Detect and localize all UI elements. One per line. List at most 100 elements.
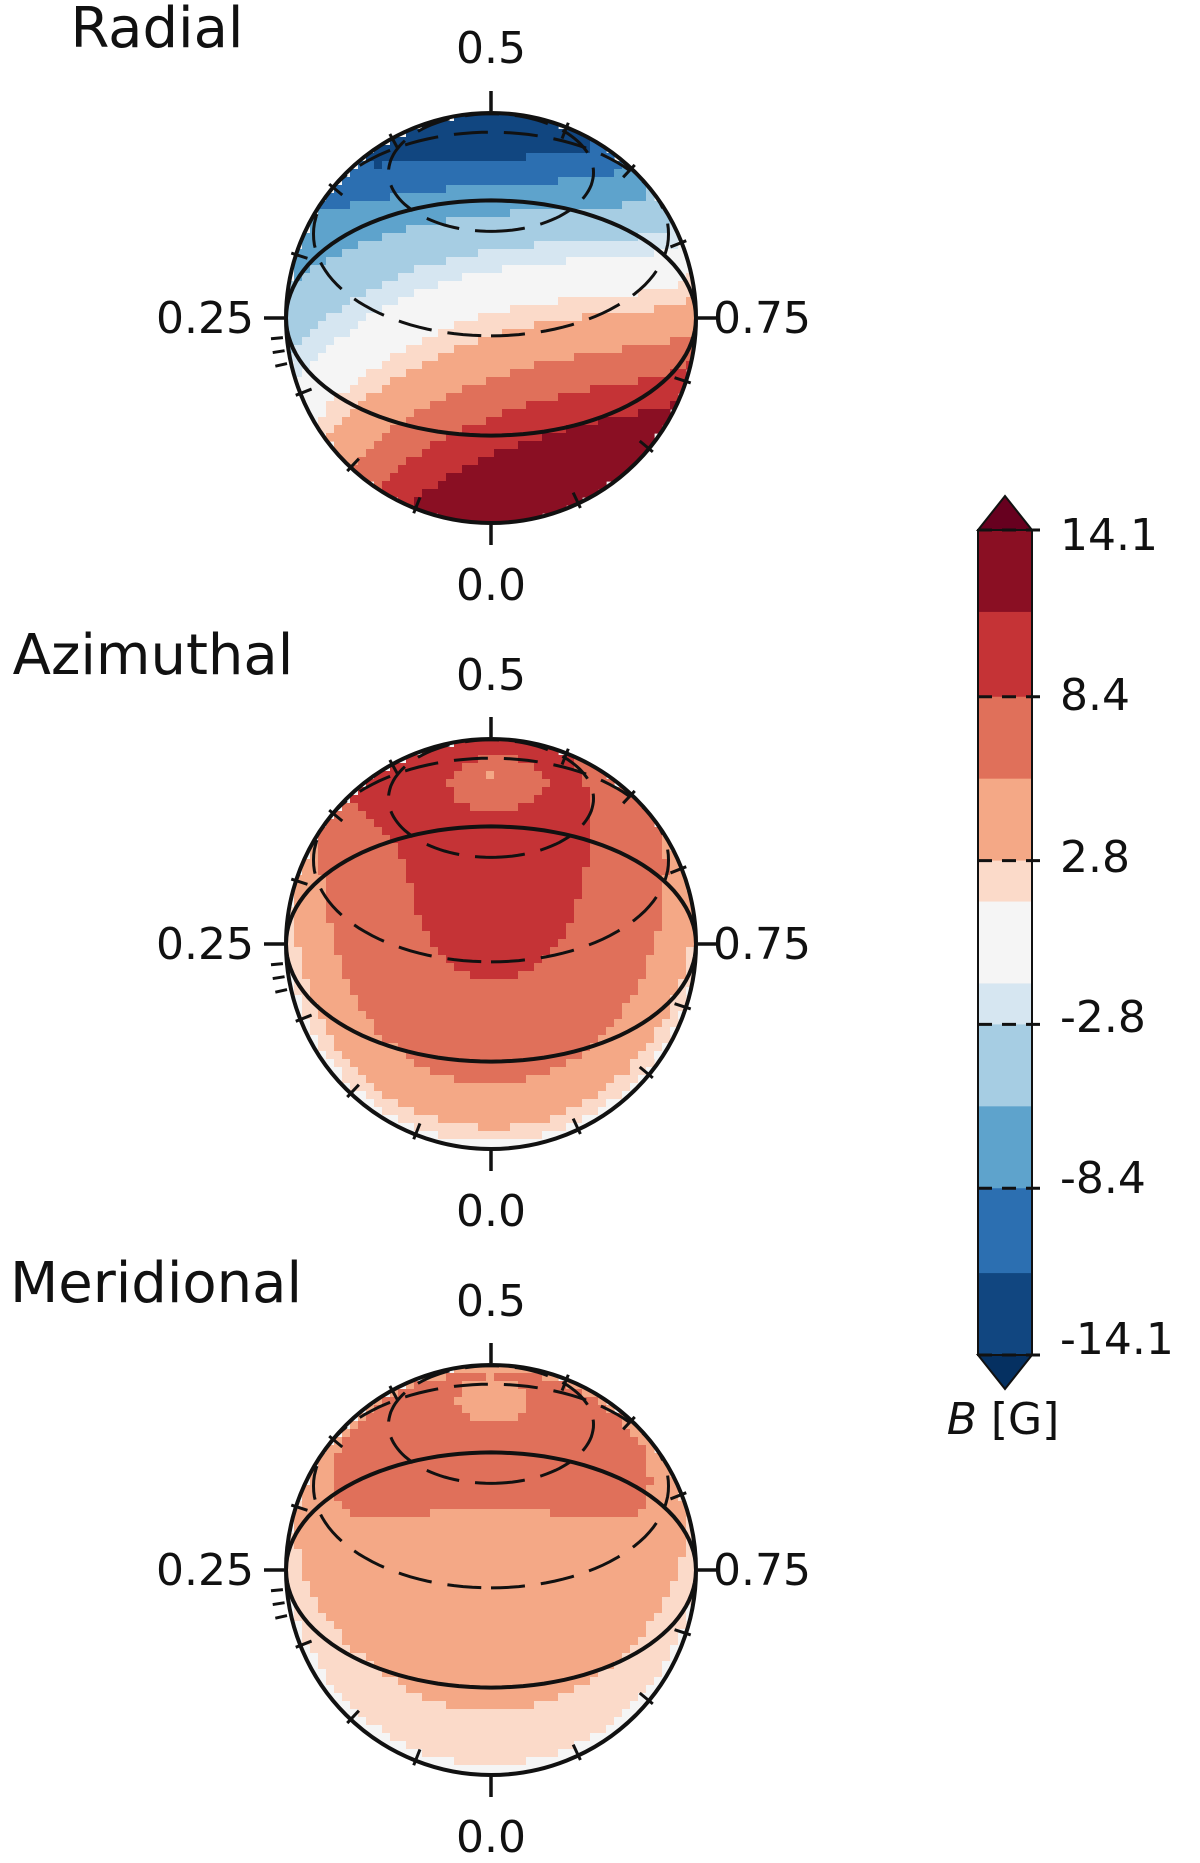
field-cell	[502, 1397, 511, 1406]
field-cell	[470, 835, 479, 844]
field-cell	[470, 787, 479, 796]
field-cell	[406, 1091, 415, 1100]
field-cell	[478, 1405, 487, 1414]
field-cell	[294, 329, 303, 338]
field-cell	[638, 1493, 647, 1502]
field-cell	[582, 1027, 591, 1036]
field-cell	[478, 875, 487, 884]
field-cell	[462, 233, 471, 242]
field-cell	[526, 1107, 535, 1116]
field-cell	[422, 1397, 431, 1406]
field-cell	[542, 979, 551, 988]
field-cell	[558, 313, 567, 322]
field-cell	[614, 1059, 623, 1068]
field-cell	[574, 313, 583, 322]
field-cell	[566, 1477, 575, 1486]
field-cell	[430, 1461, 439, 1470]
field-cell	[494, 513, 503, 522]
field-cell	[502, 1011, 511, 1020]
field-cell	[542, 763, 551, 772]
field-cell	[598, 185, 607, 194]
field-cell	[382, 465, 391, 474]
field-cell	[518, 859, 527, 868]
field-cell	[494, 489, 503, 498]
field-cell	[606, 1485, 615, 1494]
field-cell	[646, 201, 655, 210]
field-cell	[630, 433, 639, 442]
field-cell	[526, 233, 535, 242]
field-cell	[374, 867, 383, 876]
field-cell	[606, 441, 615, 450]
field-cell	[478, 787, 487, 796]
field-cell	[486, 169, 495, 178]
field-cell	[374, 185, 383, 194]
field-cell	[598, 169, 607, 178]
field-cell	[430, 875, 439, 884]
field-cell	[342, 931, 351, 940]
field-cell	[550, 129, 559, 138]
field-cell	[526, 481, 535, 490]
field-cell	[550, 859, 559, 868]
field-cell	[326, 915, 335, 924]
field-cell	[446, 1115, 455, 1124]
field-cell	[358, 883, 367, 892]
field-cell	[566, 1493, 575, 1502]
field-cell	[390, 1509, 399, 1518]
field-cell	[326, 289, 335, 298]
field-cell	[422, 1485, 431, 1494]
field-cell	[342, 1051, 351, 1060]
field-cell	[526, 891, 535, 900]
field-cell	[534, 1389, 543, 1398]
field-cell	[470, 843, 479, 852]
field-cell	[638, 1461, 647, 1470]
field-cell	[670, 923, 679, 932]
field-cell	[542, 1501, 551, 1510]
field-cell	[470, 1059, 479, 1068]
field-cell	[534, 489, 543, 498]
field-cell	[486, 1453, 495, 1462]
field-cell	[566, 161, 575, 170]
field-cell	[590, 1445, 599, 1454]
field-cell	[606, 923, 615, 932]
field-cell	[414, 963, 423, 972]
field-cell	[510, 1485, 519, 1494]
field-cell	[534, 1099, 543, 1108]
field-cell	[374, 915, 383, 924]
field-cell	[414, 473, 423, 482]
field-cell	[374, 385, 383, 394]
field-cell	[486, 249, 495, 258]
field-cell	[510, 441, 519, 450]
field-cell	[382, 393, 391, 402]
field-cell	[518, 1509, 527, 1518]
field-cell	[598, 385, 607, 394]
field-cell	[502, 995, 511, 1004]
field-cell	[438, 233, 447, 242]
field-cell	[678, 337, 687, 346]
field-cell	[478, 891, 487, 900]
field-cell	[646, 265, 655, 274]
field-cell	[406, 1099, 415, 1108]
field-cell	[510, 763, 519, 772]
field-cell	[478, 1469, 487, 1478]
field-cell	[406, 177, 415, 186]
field-cell	[318, 353, 327, 362]
field-cell	[374, 425, 383, 434]
field-cell	[318, 1517, 327, 1526]
field-cell	[582, 1477, 591, 1486]
field-cell	[366, 899, 375, 908]
field-cell	[630, 209, 639, 218]
field-cell	[438, 353, 447, 362]
field-cell	[590, 337, 599, 346]
field-cell	[638, 257, 647, 266]
field-cell	[350, 891, 359, 900]
field-cell	[654, 907, 663, 916]
field-cell	[502, 915, 511, 924]
field-cell	[526, 835, 535, 844]
field-cell	[430, 505, 439, 514]
field-cell	[430, 1381, 439, 1390]
field-cell	[566, 779, 575, 788]
field-cell	[462, 137, 471, 146]
field-cell	[638, 867, 647, 876]
field-cell	[574, 161, 583, 170]
field-cell	[542, 1115, 551, 1124]
